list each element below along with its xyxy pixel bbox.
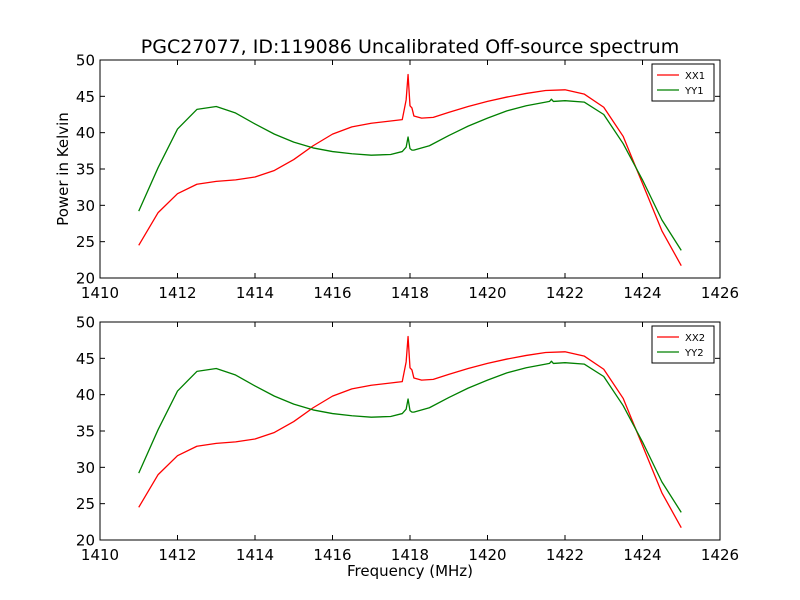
y-tick-label: 40 [76,386,95,404]
x-tick-label: 1424 [623,546,661,564]
legend-label: YY1 [684,86,704,97]
y-tick-label: 45 [76,88,95,106]
plot-panel-2: 1410 1412 1414 1416 1418 1420 1422 1424 1426 20 25… [76,314,739,581]
y-tick-label: 25 [76,233,95,251]
x-tick-label: 1412 [158,284,196,302]
x-tick-label: 1420 [468,284,506,302]
y-tick-label: 30 [76,459,95,477]
x-tick-label: 1414 [236,284,274,302]
x-tick-label: 1426 [701,284,739,302]
legend-label: YY2 [684,348,704,359]
x-tick-label: 1416 [313,546,351,564]
x-tick-label: 1418 [391,284,429,302]
x-tick-label: 1422 [546,546,584,564]
y-tick-label: 35 [76,423,95,441]
y-tick-label: 25 [76,495,95,513]
y-tick-label: 40 [76,124,95,142]
y-tick-label: 50 [76,52,95,70]
axes-frame [99,59,721,279]
x-tick-label: 1422 [546,284,584,302]
x-axis-label: Frequency (MHz) [347,562,473,580]
series-line-xx2 [138,335,682,528]
x-tick-label: 1414 [236,546,274,564]
legend-box [651,325,715,364]
x-tick-label: 1416 [313,284,351,302]
x-tick-label: 1424 [623,284,661,302]
y-tick-label: 20 [76,270,95,288]
series-line-yy2 [138,360,682,513]
y-tick-label: 20 [76,532,95,550]
series-line-xx1 [138,73,682,266]
y-axis-label: Power in Kelvin [54,112,72,226]
legend-box [651,63,715,102]
chart-title: PGC27077, ID:119086 Uncalibrated Off-sou… [141,36,679,58]
plot-panel-1: 1410 1412 1414 1416 1418 1420 1422 1424 1426 20 25… [54,52,739,303]
y-tick-label: 30 [76,197,95,215]
x-tick-label: 1410 [81,546,119,564]
series-line-yy1 [138,98,682,251]
y-tick-label: 50 [76,314,95,332]
legend-label: XX1 [685,71,705,82]
x-tick-label: 1412 [158,546,196,564]
x-tick-label: 1420 [468,546,506,564]
axes-frame [99,321,721,541]
y-tick-label: 45 [76,350,95,368]
x-tick-label: 1418 [391,546,429,564]
x-tick-label: 1426 [701,546,739,564]
y-tick-label: 35 [76,161,95,179]
legend-label: XX2 [685,333,705,344]
x-tick-label: 1410 [81,284,119,302]
